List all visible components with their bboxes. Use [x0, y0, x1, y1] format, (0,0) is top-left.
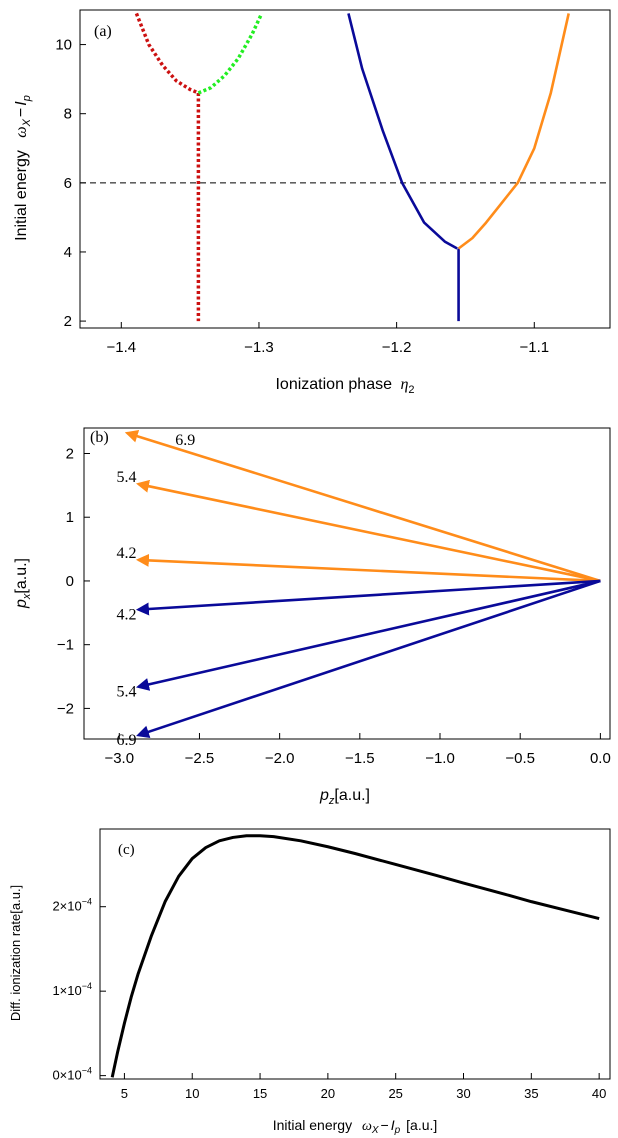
panel-b-vector-label-1: 5.4 [117, 469, 137, 486]
panel-b-frame [83, 427, 611, 740]
panel-c-label: (c) [118, 842, 135, 858]
panel-c: (c) 5 10 15 20 25 30 35 40 0×10−4 1×10−4 2×10−4 In… [8, 828, 611, 1136]
panel-a-ytick-label: 6 [64, 175, 72, 192]
panel-a-xtick-label: −1.3 [244, 339, 274, 356]
panel-a-frame [79, 9, 611, 329]
panel-c-xtick-label: 40 [592, 1086, 606, 1101]
panel-b-vector-4 [135, 579, 601, 691]
panel-b-xtick-label: −3.0 [104, 750, 134, 767]
panel-a-xlabel: Ionization phase η2 [275, 376, 414, 396]
panel-b-vector-5 [136, 579, 601, 739]
panel-b-vector-label-2: 4.2 [117, 545, 137, 562]
panel-b-vector-label-3: 4.2 [117, 607, 137, 624]
panel-c-ytick-label: 2×10−4 [52, 897, 92, 914]
panel-a-xtick-label: −1.1 [519, 339, 549, 356]
panel-a-ytick-label: 4 [64, 244, 72, 261]
panel-c-xtick-label: 5 [121, 1086, 128, 1101]
panel-a: (a) −1.4 −1.3 −1.2 −1.1 2 4 6 8 10 Ionization ph… [13, 9, 611, 396]
panel-b-vector-label-4: 5.4 [117, 684, 137, 701]
panel-a-ylabel: Initial energy ωX−Ip [13, 95, 33, 241]
panel-a-label: (a) [94, 23, 112, 40]
panel-a-series-5 [457, 13, 570, 250]
panel-c-ylabel: Diff. ionization rate[a.u.] [8, 885, 23, 1021]
panel-c-ytick-label: 1×10−4 [52, 981, 92, 998]
panel-a-xtick-label: −1.4 [106, 339, 136, 356]
panel-a-series-2 [197, 12, 264, 95]
panel-c-series-0 [110, 834, 600, 1078]
panel-b-ytick-label: 1 [66, 509, 74, 526]
panel-b-ylabel: px[a.u.] [13, 558, 33, 609]
panel-c-xlabel: Initial energy ωX − Ip [a.u.] [273, 1117, 438, 1136]
panel-b-ytick-label: 2 [66, 445, 74, 462]
panel-b-xtick-label: −1.5 [345, 750, 375, 767]
panel-a-series-3 [347, 13, 458, 250]
panel-b-vector-label-0: 6.9 [175, 432, 195, 449]
panel-a-xtick-label: −1.2 [382, 339, 412, 356]
panel-c-ytick-label: 0×10−4 [52, 1066, 92, 1083]
panel-b-xtick-label: −1.0 [425, 750, 455, 767]
panel-b-vector-2 [135, 553, 601, 583]
panel-a-ytick-label: 8 [64, 106, 72, 123]
panel-c-xtick-label: 20 [321, 1086, 335, 1101]
panel-b-xtick-label: −0.5 [505, 750, 535, 767]
panel-b-vector-0 [124, 429, 601, 583]
panel-b-ytick-label: −1 [57, 637, 74, 654]
panel-c-frame [99, 828, 611, 1080]
panel-c-xtick-label: 10 [185, 1086, 199, 1101]
panel-a-series-0 [134, 12, 200, 95]
panel-b-xtick-label: −2.5 [185, 750, 215, 767]
panel-b-vector-3 [135, 579, 601, 616]
panel-b-xtick-label: −2.0 [265, 750, 295, 767]
panel-a-ytick-label: 2 [64, 313, 72, 330]
panel-b: (b) −3.0 −2.5 −2.0 −1.5 −1.0 −0.5 0.0 −2 −1 0 1 2 6.… [13, 427, 611, 807]
panel-c-xtick-label: 35 [524, 1086, 538, 1101]
panel-c-xtick-label: 25 [388, 1086, 402, 1101]
panel-b-vector-label-5: 6.9 [117, 732, 137, 749]
panel-b-xlabel: pz[a.u.] [319, 787, 370, 807]
panel-a-ytick-label: 10 [55, 37, 72, 54]
panel-b-xtick-label: 0.0 [590, 750, 611, 767]
panel-b-ytick-label: 0 [66, 573, 74, 590]
panel-b-label: (b) [90, 429, 109, 446]
panel-b-ytick-label: −2 [57, 700, 74, 717]
panel-b-vector-1 [135, 479, 601, 583]
panel-c-xtick-label: 15 [253, 1086, 267, 1101]
panel-c-xtick-label: 30 [456, 1086, 470, 1101]
